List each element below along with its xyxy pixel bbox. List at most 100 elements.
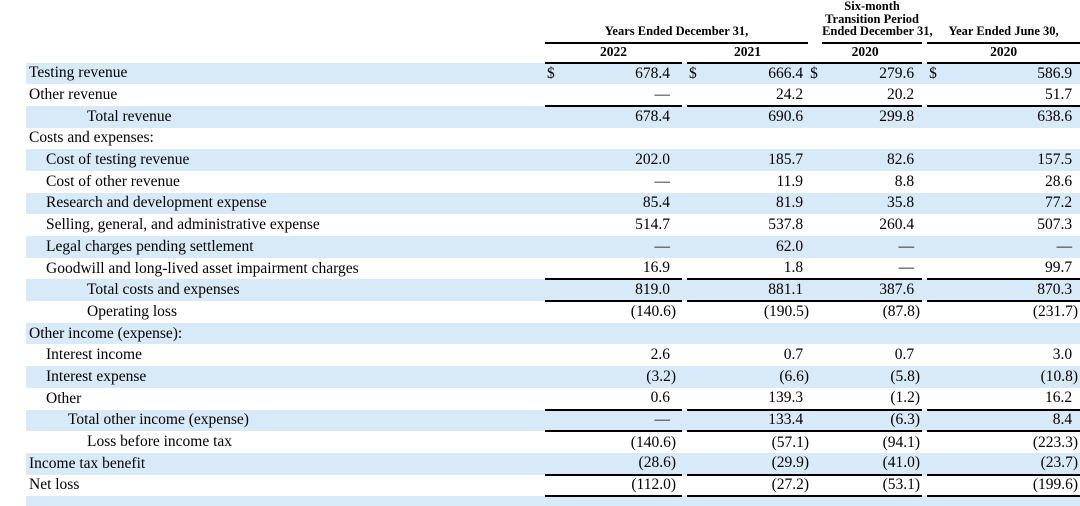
value-cell: 11.9 [701, 171, 808, 193]
dollar-cell: $ [927, 63, 941, 85]
value-cell [822, 128, 922, 150]
table-row: Operating loss(140.6)(190.5)(87.8)(231.7… [26, 301, 1080, 323]
value-text: 819.0 [635, 281, 670, 298]
row-label: Total revenue [26, 106, 545, 128]
dollar-cell [927, 279, 941, 301]
dollar-cell [545, 475, 559, 497]
value-text: (112.0) [631, 476, 676, 494]
row-label: Other revenue [26, 84, 545, 106]
value-cell: (6.3) [822, 410, 922, 432]
value-cell: (23.7) [941, 453, 1080, 475]
value-text: (94.1) [883, 434, 920, 452]
value-text: 260.4 [879, 216, 914, 233]
value-cell: — [559, 171, 682, 193]
value-cell: 586.9 [941, 63, 1080, 85]
dollar-cell [687, 128, 701, 150]
value-text: (223.3) [1033, 434, 1078, 452]
value-cell: 0.7 [822, 344, 922, 366]
value-text: (53.1) [883, 476, 920, 494]
dollar-cell [545, 366, 559, 388]
value-text: — [899, 238, 915, 255]
value-text: 51.7 [1045, 86, 1072, 103]
value-text: 16.9 [643, 259, 670, 276]
value-cell: 3.0 [941, 344, 1080, 366]
row-label: Income tax benefit [26, 453, 545, 475]
dollar-cell [808, 128, 822, 150]
value-cell: 678.4 [559, 106, 682, 128]
dollar-cell [808, 410, 822, 432]
value-cell: (199.6) [941, 475, 1080, 497]
value-cell: — [941, 236, 1080, 258]
value-text: 24.2 [776, 86, 803, 103]
value-cell: 299.8 [822, 106, 922, 128]
value-text: 139.3 [768, 389, 803, 406]
value-text: 3.0 [1053, 346, 1072, 363]
year-header: 2021 [687, 43, 808, 63]
dollar-cell [808, 106, 822, 128]
dollar-cell [808, 301, 822, 323]
dollar-cell [927, 301, 941, 323]
row-label: Net loss [26, 475, 545, 497]
value-cell [941, 323, 1080, 345]
dollar-cell [545, 301, 559, 323]
value-cell: (190.5) [701, 301, 808, 323]
value-cell [701, 323, 808, 345]
value-text: 666.4 [768, 65, 803, 82]
corner-blank [26, 0, 545, 43]
value-cell: 0.7 [701, 344, 808, 366]
value-text: 690.6 [768, 108, 803, 125]
row-label: Cost of testing revenue [26, 149, 545, 171]
table-row: Goodwill and long-lived asset impairment… [26, 258, 1080, 280]
value-text: 870.3 [1037, 281, 1072, 298]
dollar-cell [687, 301, 701, 323]
value-cell: 28.6 [941, 171, 1080, 193]
dollar-cell [687, 84, 701, 106]
value-text: 202.0 [635, 151, 670, 168]
value-text: 279.6 [879, 65, 914, 82]
year-header: 2020 [927, 43, 1080, 63]
dollar-cell [927, 171, 941, 193]
table-row: Loss before income tax(140.6)(57.1)(94.1… [26, 431, 1080, 453]
value-text: (5.8) [890, 368, 920, 386]
value-cell: 690.6 [701, 106, 808, 128]
dollar-cell [687, 149, 701, 171]
row-label: Goodwill and long-lived asset impairment… [26, 258, 545, 280]
row-label: Costs and expenses: [26, 128, 545, 150]
value-cell: (94.1) [822, 431, 922, 453]
value-text: 0.6 [651, 389, 670, 406]
value-text: 81.9 [776, 194, 803, 211]
dollar-cell [687, 279, 701, 301]
value-text: 82.6 [887, 151, 914, 168]
dollar-cell: $ [545, 63, 559, 85]
dollar-cell [545, 193, 559, 215]
value-cell: (1.2) [822, 388, 922, 410]
dollar-cell [808, 431, 822, 453]
value-cell: (53.1) [822, 475, 922, 497]
value-text: 20.2 [887, 86, 914, 103]
value-cell: 24.2 [701, 84, 808, 106]
value-text: (23.7) [1041, 454, 1078, 472]
value-text: 638.6 [1037, 108, 1072, 125]
value-text: 85.4 [643, 194, 670, 211]
spacer-cell [808, 0, 822, 43]
value-cell: 666.4 [701, 63, 808, 85]
dollar-cell [808, 236, 822, 258]
dollar-cell [808, 453, 822, 475]
value-text: (1.2) [890, 389, 920, 407]
value-text: (41.0) [883, 454, 920, 472]
dollar-cell [927, 236, 941, 258]
row-label: Cost of other revenue [26, 171, 545, 193]
dollar-cell [927, 323, 941, 345]
dollar-cell [808, 214, 822, 236]
value-cell: 81.9 [701, 193, 808, 215]
table-row: Costs and expenses: [26, 128, 1080, 150]
partial-band [26, 496, 1080, 506]
dollar-cell [808, 475, 822, 497]
